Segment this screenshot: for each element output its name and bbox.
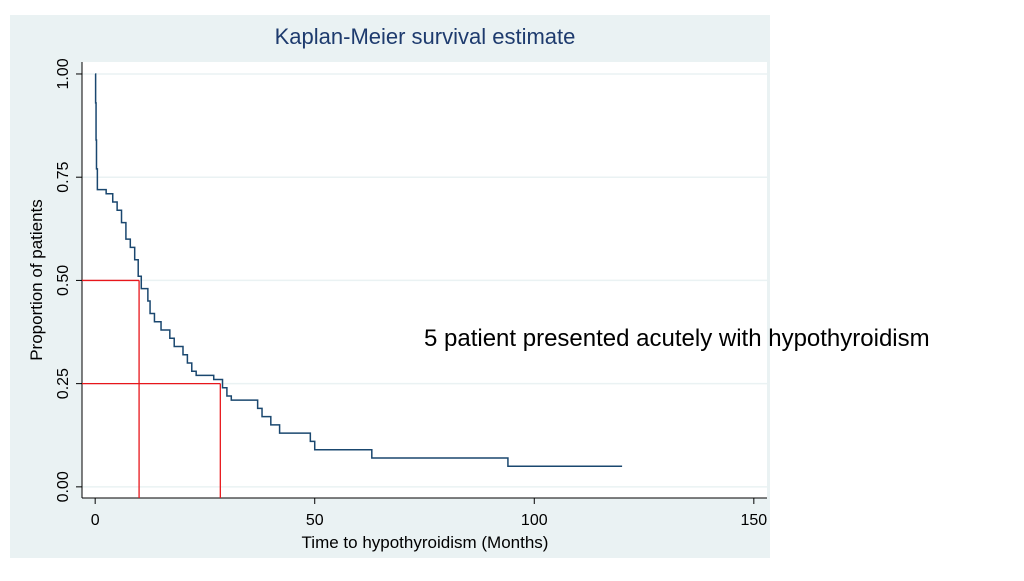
x-tick-label: 150 xyxy=(740,512,767,529)
y-axis-label: Proportion of patients xyxy=(27,199,46,361)
x-axis-label: Time to hypothyroidism (Months) xyxy=(302,533,549,552)
y-tick-label: 0.50 xyxy=(55,265,72,296)
y-tick-label: 1.00 xyxy=(55,58,72,89)
y-tick-label: 0.25 xyxy=(55,368,72,399)
x-tick-label: 50 xyxy=(306,512,324,529)
x-tick-label: 0 xyxy=(91,512,100,529)
y-tick-label: 0.75 xyxy=(55,162,72,193)
x-tick-label: 100 xyxy=(521,512,548,529)
chart-title: Kaplan-Meier survival estimate xyxy=(275,24,576,49)
annotation: 5 patient presented acutely with hypothy… xyxy=(424,325,930,352)
y-tick-label: 0.00 xyxy=(55,471,72,502)
survival-curve xyxy=(94,73,623,467)
